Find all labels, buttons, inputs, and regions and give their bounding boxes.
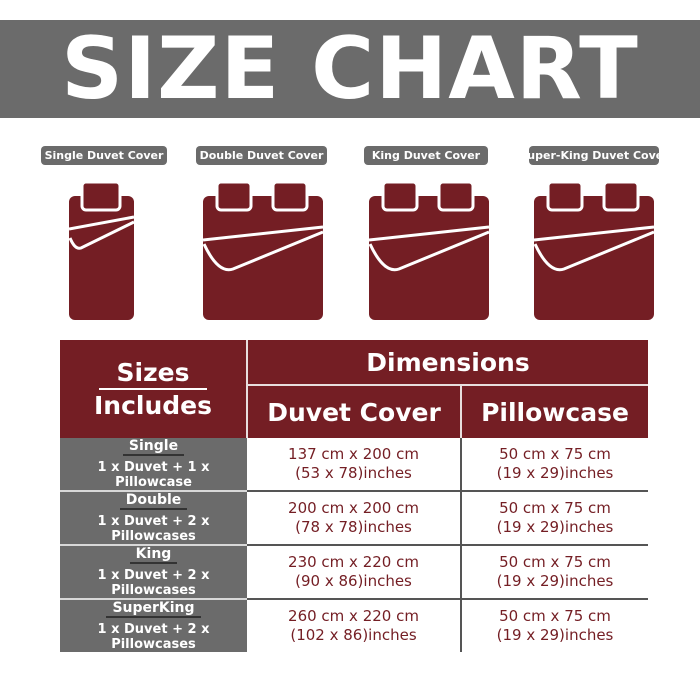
table-row: Double 1 x Duvet + 2 x Pillowcases 200 cm… xyxy=(60,491,648,546)
pillow-cell: 50 cm x 75 cm (19 x 29)inches xyxy=(461,438,648,492)
duvet-in: (53 x 78)inches xyxy=(295,464,412,482)
super-king-bed-icon xyxy=(534,182,655,320)
duvet-in: (102 x 86)inches xyxy=(290,626,417,644)
duvet-header: Duvet Cover xyxy=(247,385,462,438)
duvet-cm: 137 cm x 200 cm xyxy=(288,445,419,464)
pillow-in: (19 x 29)inches xyxy=(496,572,614,590)
page-title: SIZE CHART xyxy=(61,19,639,119)
double-bed-icon xyxy=(203,182,324,320)
duvet-cell: 230 cm x 220 cm (90 x 86)inches xyxy=(247,545,462,600)
size-cell: SuperKing 1 x Duvet + 2 x Pillowcases xyxy=(60,599,247,652)
pillow-in: (19 x 29)inches xyxy=(496,464,614,482)
size-includes: 1 x Duvet + 2 x Pillowcases xyxy=(97,514,210,544)
duvet-cell: 200 cm x 200 cm (78 x 78)inches xyxy=(247,491,462,546)
size-name: King xyxy=(129,546,178,564)
size-name: Single xyxy=(122,438,185,456)
pillow-cm: 50 cm x 75 cm xyxy=(499,445,611,464)
size-cell: Double 1 x Duvet + 2 x Pillowcases xyxy=(60,491,247,546)
pillow-in: (19 x 29)inches xyxy=(496,518,614,536)
size-includes: 1 x Duvet + 1 x Pillowcase xyxy=(97,460,210,490)
label-double: Double Duvet Cover xyxy=(196,146,327,165)
pillow-cell: 50 cm x 75 cm (19 x 29)inches xyxy=(461,599,648,652)
size-name: Double xyxy=(119,492,188,510)
size-cell: Single 1 x Duvet + 1 x Pillowcase xyxy=(60,438,247,492)
label-single: Single Duvet Cover xyxy=(41,146,167,165)
title-banner: SIZE CHART xyxy=(0,20,700,118)
sizes-header: Sizes Includes xyxy=(60,340,248,438)
duvet-cm: 230 cm x 220 cm xyxy=(288,553,419,572)
size-includes: 1 x Duvet + 2 x Pillowcases xyxy=(97,568,210,598)
duvet-cell: 260 cm x 220 cm (102 x 86)inches xyxy=(247,599,462,652)
duvet-cm: 260 cm x 220 cm xyxy=(288,607,419,626)
table-row: King 1 x Duvet + 2 x Pillowcases 230 cm x… xyxy=(60,545,648,600)
king-bed-icon xyxy=(369,182,490,320)
pillow-cm: 50 cm x 75 cm xyxy=(499,553,611,572)
duvet-cm: 200 cm x 200 cm xyxy=(288,499,419,518)
pillow-cell: 50 cm x 75 cm (19 x 29)inches xyxy=(461,545,648,600)
pillow-cm: 50 cm x 75 cm xyxy=(499,499,611,518)
label-king: King Duvet Cover xyxy=(364,146,488,165)
dimensions-header: Dimensions xyxy=(247,340,648,386)
size-cell: King 1 x Duvet + 2 x Pillowcases xyxy=(60,545,247,600)
size-name: SuperKing xyxy=(106,600,201,618)
size-includes: 1 x Duvet + 2 x Pillowcases xyxy=(97,622,210,652)
single-bed-icon xyxy=(69,182,135,320)
duvet-in: (78 x 78)inches xyxy=(295,518,412,536)
sizes-header-line2: Includes xyxy=(93,391,213,420)
table-row: SuperKing 1 x Duvet + 2 x Pillowcases 260… xyxy=(60,599,648,652)
duvet-in: (90 x 86)inches xyxy=(295,572,412,590)
sizes-header-line1: Sizes xyxy=(98,357,208,390)
pillow-cm: 50 cm x 75 cm xyxy=(499,607,611,626)
pillowcase-header: Pillowcase xyxy=(461,385,648,438)
pillow-cell: 50 cm x 75 cm (19 x 29)inches xyxy=(461,491,648,546)
label-super-king: Super-King Duvet Cover xyxy=(519,146,669,165)
duvet-cell: 137 cm x 200 cm (53 x 78)inches xyxy=(247,438,462,492)
pillow-in: (19 x 29)inches xyxy=(496,626,614,644)
table-row: Single 1 x Duvet + 1 x Pillowcase 137 cm … xyxy=(60,438,648,492)
size-table: Sizes Includes Dimensions Duvet Cover Pi… xyxy=(60,340,648,652)
